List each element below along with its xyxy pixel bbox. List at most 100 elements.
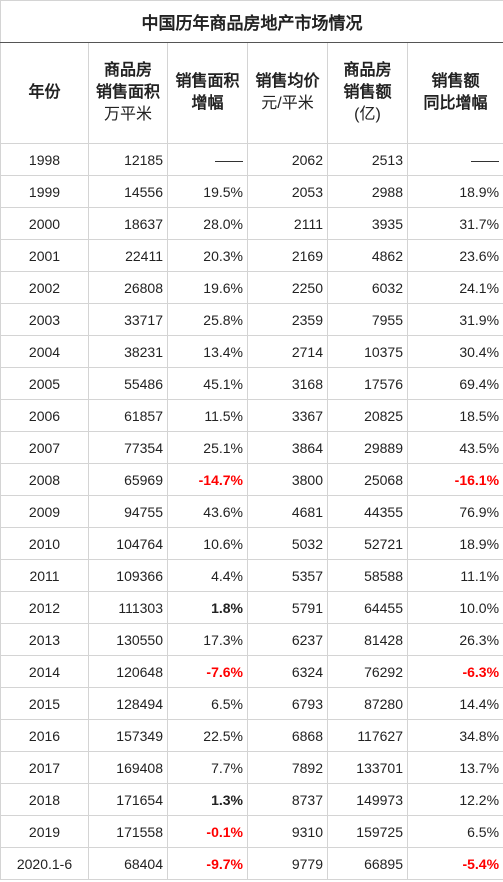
cell: —— <box>167 143 248 176</box>
cell: 52721 <box>327 527 408 560</box>
cell: 13.4% <box>167 335 248 368</box>
cell: 6.5% <box>406 815 503 848</box>
data-row: 2001 22411 20.3% 2169 4862 23.6% <box>0 239 503 272</box>
cell: 76292 <box>327 655 408 688</box>
cell: 34.8% <box>406 719 503 752</box>
data-row: 2010 104764 10.6% 5032 52721 18.9% <box>0 527 503 560</box>
cell: 2012 <box>0 591 89 624</box>
cell: 1.8% <box>167 591 248 624</box>
cell: 10375 <box>327 335 408 368</box>
cell: 2062 <box>247 143 328 176</box>
cell: 104764 <box>88 527 168 560</box>
data-row: 2008 65969 -14.7% 3800 25068 -16.1% <box>0 463 503 496</box>
header-line: (亿) <box>354 106 381 123</box>
cell: 2988 <box>327 175 408 208</box>
cell: 2513 <box>327 143 408 176</box>
cell: 2015 <box>0 687 89 720</box>
cell: 2000 <box>0 207 89 240</box>
cell: 66895 <box>327 847 408 880</box>
cell: 13.7% <box>406 751 503 784</box>
cell: 2169 <box>247 239 328 272</box>
cell: 6324 <box>247 655 328 688</box>
data-row: 2016 157349 22.5% 6868 117627 34.8% <box>0 719 503 752</box>
cell: 2014 <box>0 655 89 688</box>
header-line: 销售均价 <box>255 73 320 90</box>
data-row: 2005 55486 45.1% 3168 17576 69.4% <box>0 367 503 400</box>
cell: 159725 <box>327 815 408 848</box>
cell: 2017 <box>0 751 89 784</box>
cell: 2111 <box>247 207 328 240</box>
cell: 87280 <box>327 687 408 720</box>
header-cell: 年份 <box>0 42 89 144</box>
header-line: 销售额 <box>431 73 480 90</box>
cell: 29889 <box>327 431 408 464</box>
cell: 19.5% <box>167 175 248 208</box>
cell: 2016 <box>0 719 89 752</box>
data-row: 2004 38231 13.4% 2714 10375 30.4% <box>0 335 503 368</box>
cell: 10.6% <box>167 527 248 560</box>
cell: 2005 <box>0 367 89 400</box>
cell: 77354 <box>88 431 168 464</box>
data-row: 2017 169408 7.7% 7892 133701 13.7% <box>0 751 503 784</box>
data-row: 2000 18637 28.0% 2111 3935 31.7% <box>0 207 503 240</box>
cell: 55486 <box>88 367 168 400</box>
header-line: 销售面积 <box>95 84 160 101</box>
cell: 45.1% <box>167 367 248 400</box>
cell: 130550 <box>88 623 168 656</box>
cell: 68404 <box>88 847 168 880</box>
cell: 3168 <box>247 367 328 400</box>
cell: 18.9% <box>406 175 503 208</box>
data-row: 2002 26808 19.6% 2250 6032 24.1% <box>0 271 503 304</box>
cell: 149973 <box>327 783 408 816</box>
cell: 1999 <box>0 175 89 208</box>
cell: 4.4% <box>167 559 248 592</box>
data-row: 2012 111303 1.8% 5791 64455 10.0% <box>0 591 503 624</box>
cell: 26.3% <box>406 623 503 656</box>
cell: 171654 <box>88 783 168 816</box>
cell: 1998 <box>0 143 89 176</box>
cell: 58588 <box>327 559 408 592</box>
cell: —— <box>406 143 503 176</box>
cell: 3864 <box>247 431 328 464</box>
cell: 25068 <box>327 463 408 496</box>
header-line: 商品房 <box>103 62 152 79</box>
cell: 24.1% <box>406 271 503 304</box>
cell: 9310 <box>247 815 328 848</box>
header-line: 同比增幅 <box>423 95 488 112</box>
cell: 2359 <box>247 303 328 336</box>
cell: 2002 <box>0 271 89 304</box>
cell: 2003 <box>0 303 89 336</box>
data-row: 2007 77354 25.1% 3864 29889 43.5% <box>0 431 503 464</box>
data-row: 2014 120648 -7.6% 6324 76292 -6.3% <box>0 655 503 688</box>
cell: 2019 <box>0 815 89 848</box>
cell: 9779 <box>247 847 328 880</box>
cell: 1.3% <box>167 783 248 816</box>
header-cell: 销售均价 元/平米 <box>247 42 328 144</box>
cell: -9.7% <box>167 847 248 880</box>
cell: 25.8% <box>167 303 248 336</box>
cell: 64455 <box>327 591 408 624</box>
cell: 14.4% <box>406 687 503 720</box>
cell: 76.9% <box>406 495 503 528</box>
header-cell: 销售额 同比增幅 <box>406 42 503 144</box>
cell: 111303 <box>88 591 168 624</box>
header-line: 增幅 <box>191 95 224 112</box>
header-line: 年份 <box>28 84 61 101</box>
header-line: 销售额 <box>343 84 392 101</box>
cell: 2006 <box>0 399 89 432</box>
cell: 26808 <box>88 271 168 304</box>
cell: 17.3% <box>167 623 248 656</box>
cell: 157349 <box>88 719 168 752</box>
cell: 20.3% <box>167 239 248 272</box>
cell: 2714 <box>247 335 328 368</box>
cell: 171558 <box>88 815 168 848</box>
cell: 7.7% <box>167 751 248 784</box>
cell: 22.5% <box>167 719 248 752</box>
cell: 44355 <box>327 495 408 528</box>
cell: -6.3% <box>406 655 503 688</box>
cell: 6793 <box>247 687 328 720</box>
cell: 43.5% <box>406 431 503 464</box>
header-cell: 商品房 销售面积 万平米 <box>88 42 168 144</box>
cell: 11.1% <box>406 559 503 592</box>
cell: 133701 <box>327 751 408 784</box>
